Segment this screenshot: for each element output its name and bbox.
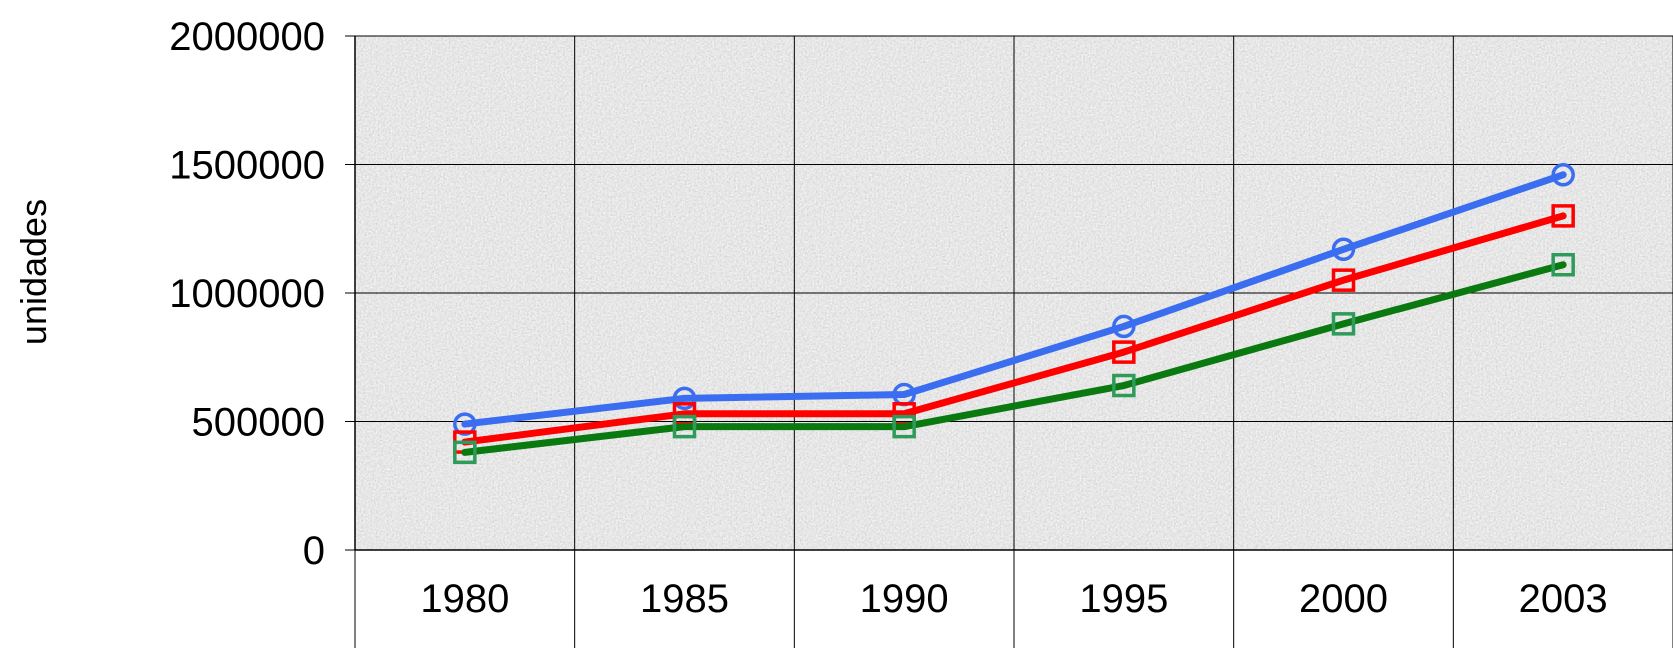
tick-labels: 0 500000 1000000 1500000 2000000 1980 1985 1990…	[169, 15, 1607, 621]
y-axis-title: unidades	[13, 199, 54, 345]
series-line-1	[461, 171, 1567, 428]
data-point	[672, 386, 697, 411]
data-point	[453, 412, 477, 436]
data-point	[1112, 314, 1136, 339]
data-point	[672, 414, 697, 439]
series-line-2	[461, 212, 1567, 446]
data-point	[1112, 373, 1136, 398]
y-tick-label: 0	[303, 529, 325, 573]
y-tick-label: 1500000	[169, 144, 325, 188]
x-tick-label: 2000	[1299, 577, 1388, 621]
data-point	[892, 414, 916, 439]
y-tick-label: 1000000	[169, 272, 325, 316]
x-tick-label: 1980	[420, 577, 509, 621]
axes	[345, 35, 1673, 551]
data-point	[1112, 340, 1136, 364]
x-tick-label: 1985	[640, 577, 729, 621]
y-tick-label: 2000000	[169, 15, 325, 59]
data-point	[453, 440, 477, 465]
y-tick-label: 500000	[192, 401, 325, 445]
data-point	[1551, 163, 1575, 187]
x-tick-label: 1990	[860, 577, 949, 621]
x-tick-label: 2003	[1519, 577, 1608, 621]
data-point	[1331, 268, 1356, 292]
series-line-3	[461, 261, 1567, 456]
data-point	[1551, 252, 1575, 277]
series-layer	[453, 163, 1575, 465]
data-point	[1551, 204, 1575, 228]
data-point	[1331, 312, 1356, 336]
data-point	[1331, 237, 1356, 262]
gridlines	[354, 35, 1673, 648]
x-tick-label: 1995	[1079, 577, 1168, 621]
